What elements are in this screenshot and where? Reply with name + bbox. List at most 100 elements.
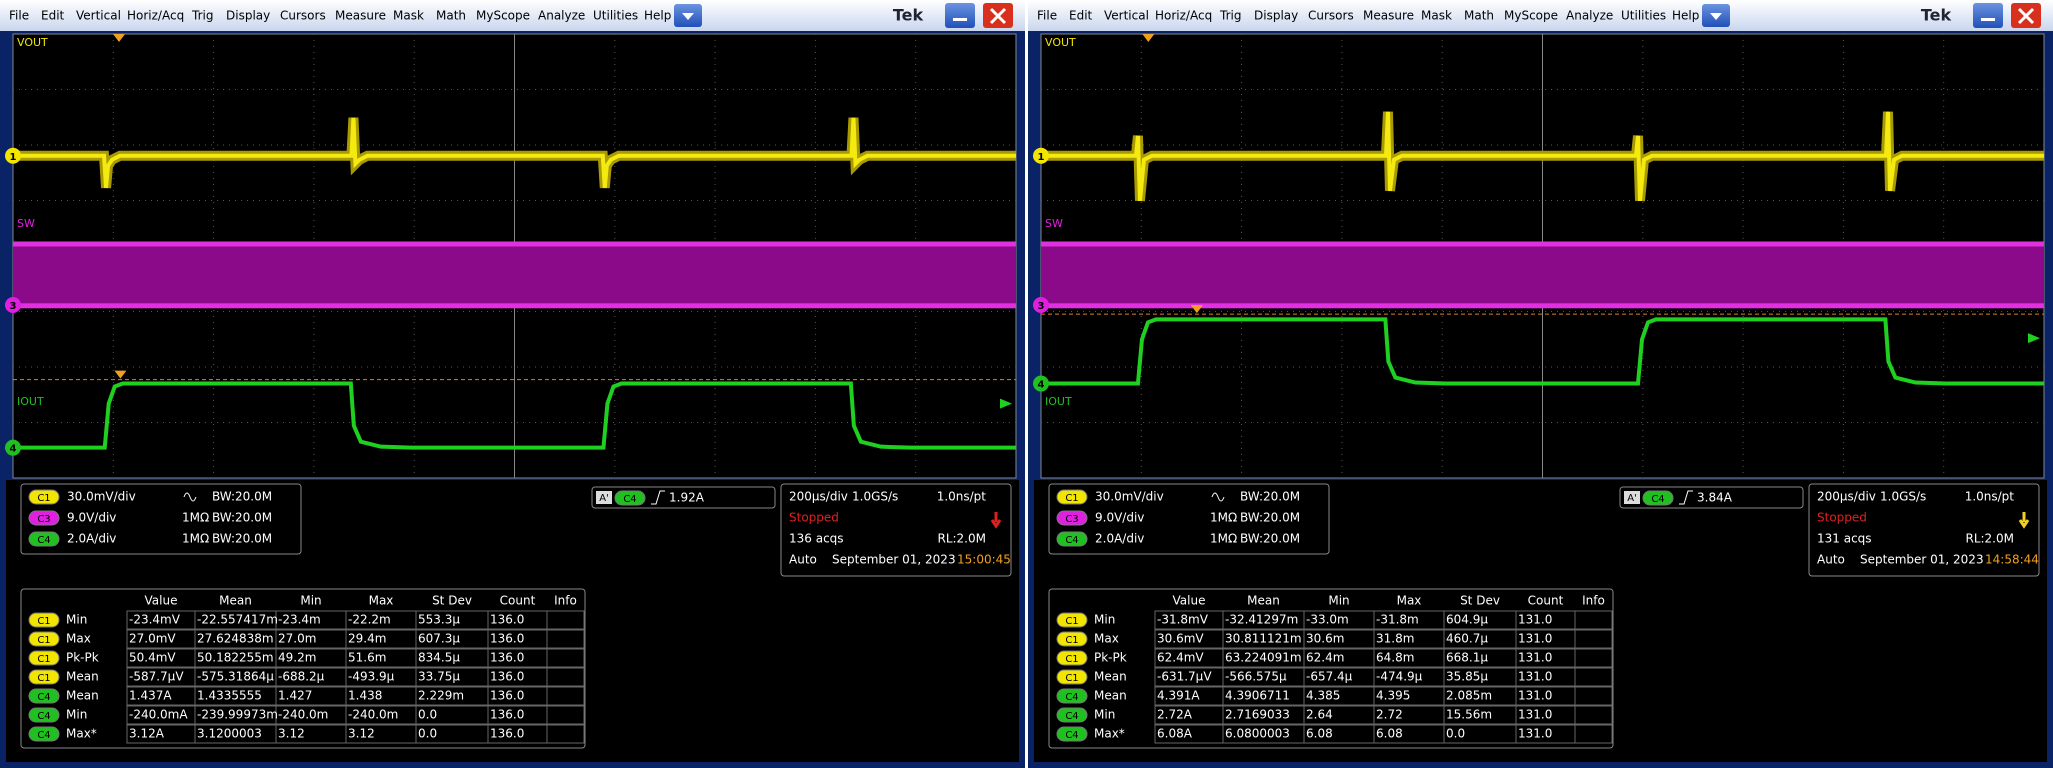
menu-item[interactable]: Horiz/Acq — [1155, 9, 1212, 23]
minimize-icon — [1981, 18, 1995, 21]
trigger-source: A' — [599, 493, 609, 504]
badge-label: C4 — [1065, 535, 1078, 546]
measurement-value: -240.0mA — [129, 708, 188, 722]
trigger-source-box — [1624, 491, 1640, 504]
acquisition-box — [780, 483, 1012, 577]
trigger-source: A' — [1627, 493, 1637, 504]
measurement-value: 131.0 — [1518, 651, 1552, 665]
column-header: Min — [1328, 594, 1349, 608]
badge-label: C1 — [37, 654, 50, 665]
channel-badge — [28, 510, 60, 526]
badge-label: C4 — [623, 494, 636, 505]
measurement-value: 131.0 — [1518, 613, 1552, 627]
measurement-value: 136.0 — [490, 613, 524, 627]
menu-bar — [1028, 0, 2053, 31]
measurement-value: 62.4mV — [1157, 651, 1204, 665]
vout-trace — [1041, 111, 2044, 201]
measurement-value: 2.72 — [1376, 708, 1403, 722]
measurement-value: 607.3µ — [418, 632, 460, 646]
channel-box — [1048, 483, 1330, 555]
channel-impedance: 1MΩ — [182, 511, 209, 525]
mode: Auto — [789, 553, 817, 567]
channel-badge — [28, 631, 60, 647]
measurement-name: Max* — [1094, 727, 1125, 741]
menu-item[interactable]: Edit — [41, 9, 65, 23]
iout-trace — [13, 381, 1016, 450]
column-header: Value — [1173, 594, 1206, 608]
measurement-value: -240.0m — [278, 708, 328, 722]
measurement-table — [1048, 588, 1614, 749]
channel-badge — [1056, 688, 1088, 704]
column-header: Min — [300, 594, 321, 608]
measurement-name: Min — [66, 613, 87, 627]
menu-item[interactable]: Mask — [1421, 9, 1452, 23]
measurement-name: Mean — [1094, 670, 1127, 684]
menu-item[interactable]: MyScope — [1504, 9, 1558, 23]
record-length: RL:2.0M — [1965, 532, 2014, 546]
measurement-value: 136.0 — [490, 708, 524, 722]
measurement-value: -239.99973m — [197, 708, 278, 722]
menu-item[interactable]: File — [1037, 9, 1057, 23]
channel-marker — [5, 296, 21, 313]
badge-label: C4 — [37, 692, 50, 703]
measurement-value: -23.4mV — [129, 613, 181, 627]
measurement-value: 136.0 — [490, 670, 524, 684]
menu-item[interactable]: Display — [226, 9, 270, 23]
menu-item[interactable]: Math — [1464, 9, 1494, 23]
measurement-value: 30.811121m — [1225, 632, 1302, 646]
column-header: St Dev — [1460, 594, 1500, 608]
badge-label: C4 — [37, 711, 50, 722]
menu-item[interactable]: Vertical — [76, 9, 121, 23]
menu-item[interactable]: Edit — [1069, 9, 1093, 23]
menu-item[interactable]: Display — [1254, 9, 1298, 23]
measurement-value: 553.3µ — [418, 613, 460, 627]
table-cell — [1574, 610, 1613, 630]
measurement-value: 1.4335555 — [197, 689, 262, 703]
measurement-value: 460.7µ — [1446, 632, 1488, 646]
measurement-value: 6.08 — [1376, 727, 1403, 741]
measurement-value: 50.4mV — [129, 651, 176, 665]
badge-label: C4 — [1065, 730, 1078, 741]
menu-bar — [0, 0, 1025, 31]
menu-item[interactable]: Trig — [1219, 9, 1241, 23]
menu-item[interactable]: Help — [1672, 9, 1699, 23]
table-cell — [546, 629, 585, 649]
menu-item[interactable]: Horiz/Acq — [127, 9, 184, 23]
menu-item[interactable]: Mask — [393, 9, 424, 23]
menu-item[interactable]: Cursors — [280, 9, 326, 23]
minimize-button[interactable] — [945, 3, 975, 28]
time: 15:00:45 — [957, 553, 1011, 567]
menu-item[interactable]: Cursors — [1308, 9, 1354, 23]
menu-item[interactable]: Measure — [1363, 9, 1414, 23]
minimize-button[interactable] — [1973, 3, 2003, 28]
channel-scale: 9.0V/div — [1095, 511, 1144, 525]
channel-badge — [28, 688, 60, 704]
menu-item[interactable]: Analyze — [1566, 9, 1613, 23]
menu-item[interactable]: MyScope — [476, 9, 530, 23]
measurement-name: Pk-Pk — [66, 651, 99, 665]
menu-item[interactable]: Analyze — [538, 9, 585, 23]
trigger-position-marker — [113, 34, 126, 42]
measurement-name: Min — [66, 708, 87, 722]
menu-item[interactable]: Trig — [191, 9, 213, 23]
channel-badge — [28, 489, 60, 505]
measurement-value: 131.0 — [1518, 689, 1552, 703]
channel-badge — [1056, 726, 1088, 742]
menu-item[interactable]: File — [9, 9, 29, 23]
column-header: Count — [500, 594, 536, 608]
menu-item[interactable]: Help — [644, 9, 671, 23]
menu-item[interactable]: Measure — [335, 9, 386, 23]
menu-item[interactable]: Vertical — [1104, 9, 1149, 23]
acquisitions: 136 acqs — [789, 532, 844, 546]
measurement-value: 51.6m — [348, 651, 386, 665]
menu-item[interactable]: Utilities — [1621, 9, 1666, 23]
measurement-name: Max — [66, 632, 91, 646]
channel-scale: 30.0mV/div — [67, 490, 136, 504]
trace-label: SW — [1045, 217, 1063, 230]
channel-scale: 2.0A/div — [67, 532, 116, 546]
channel-badge — [1056, 650, 1088, 666]
channel-box — [20, 483, 302, 555]
menu-item[interactable]: Math — [436, 9, 466, 23]
menu-item[interactable]: Utilities — [593, 9, 638, 23]
close-icon — [2017, 7, 2035, 25]
